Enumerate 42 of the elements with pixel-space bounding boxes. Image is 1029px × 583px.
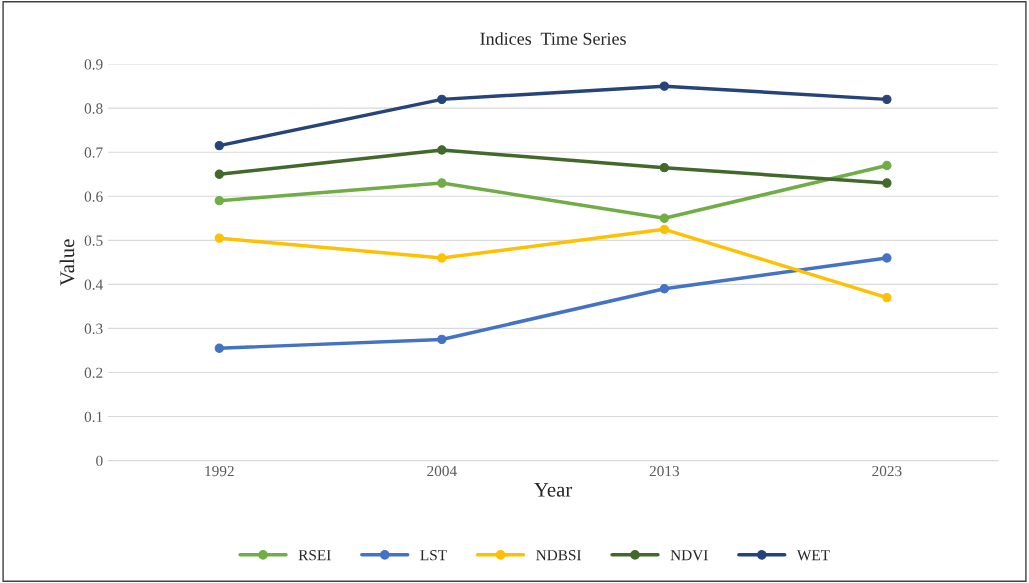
legend-label: RSEI xyxy=(298,550,331,561)
y-tick-label: 0.3 xyxy=(84,323,103,334)
point xyxy=(882,94,892,105)
legend-label: NDBSI xyxy=(536,550,581,561)
y-tick-label: 0.5 xyxy=(84,235,103,246)
y-tick-label: 0.6 xyxy=(84,191,103,202)
point xyxy=(437,334,447,345)
chart-title: Indices Time Series xyxy=(480,32,626,45)
point xyxy=(214,196,224,206)
legend-label: WET xyxy=(796,550,830,561)
point xyxy=(437,94,447,105)
y-tick-label: 0.7 xyxy=(84,147,103,158)
point xyxy=(214,140,224,151)
legend-label: NDVI xyxy=(670,550,708,561)
point xyxy=(659,284,670,294)
point xyxy=(659,81,670,91)
x-tick-label: 1992 xyxy=(205,465,234,477)
x-axis-title: Year xyxy=(534,482,573,497)
point xyxy=(882,178,892,188)
y-tick-label: 0 xyxy=(96,455,103,467)
y-tick-label: 0.2 xyxy=(84,367,103,378)
point xyxy=(214,233,224,243)
point xyxy=(659,162,670,173)
legend-label: LST xyxy=(420,550,447,561)
point xyxy=(437,253,447,263)
x-tick-label: 2004 xyxy=(427,465,457,477)
x-tick-label: 2023 xyxy=(872,465,902,477)
point xyxy=(214,343,224,353)
y-tick-label: 0.1 xyxy=(84,411,103,423)
point xyxy=(882,292,892,303)
point xyxy=(437,178,447,188)
x-tick-label: 2013 xyxy=(649,465,680,477)
point xyxy=(214,169,224,179)
point xyxy=(659,224,670,234)
point xyxy=(659,213,670,223)
point xyxy=(882,253,892,263)
point xyxy=(437,145,447,155)
y-axis-title: Value xyxy=(59,239,75,286)
y-tick-label: 0.8 xyxy=(84,103,103,114)
y-tick-label: 0.9 xyxy=(84,59,103,70)
point xyxy=(882,160,892,171)
y-tick-label: 0.4 xyxy=(84,279,103,290)
